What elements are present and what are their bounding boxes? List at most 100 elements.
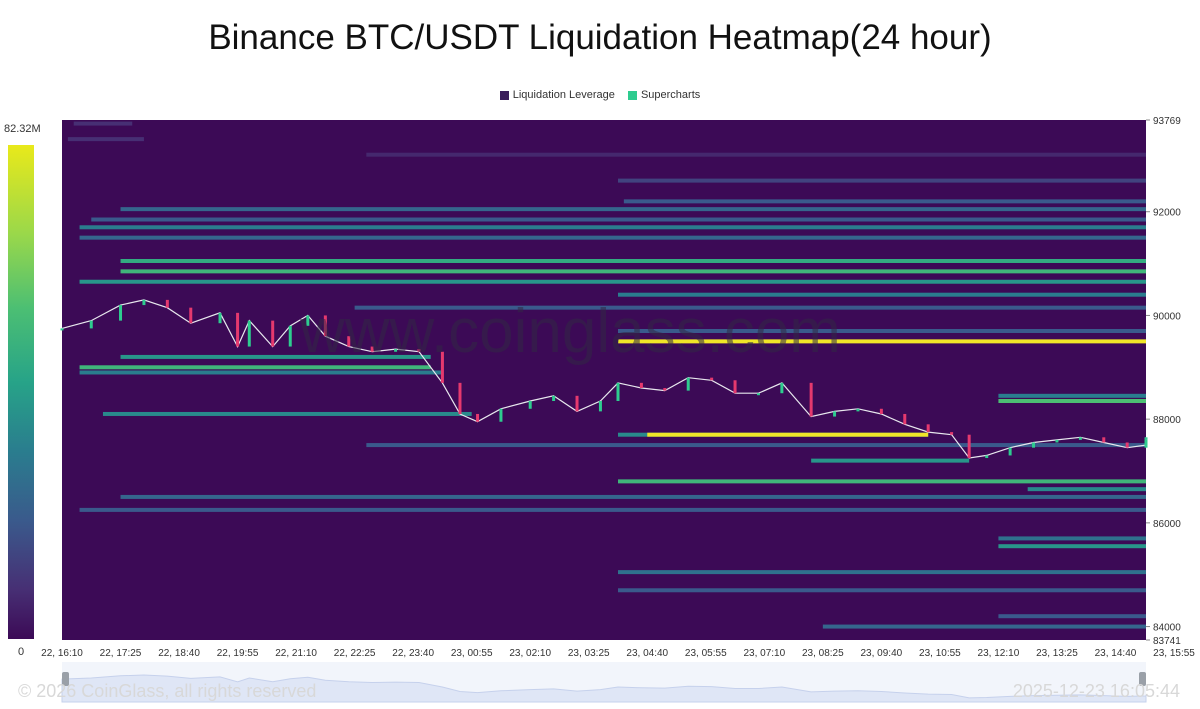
price-candle [1144,437,1148,440]
legend-swatch-liquidation-leverage [499,90,509,100]
liquidation-band [998,614,1146,619]
y-tick-label: 86000 [1153,519,1181,530]
y-tick-label: 83741 [1153,636,1181,647]
legend-label-liquidation-leverage: Liquidation Leverage [512,89,615,101]
liquidation-band [79,370,443,375]
x-tick-label: 23, 10:55 [919,648,961,659]
price-candle [440,351,444,383]
price-candle [686,377,690,391]
price-candle [528,401,532,409]
price-candle [394,349,398,352]
price-candle [89,320,93,329]
x-tick-label: 23, 08:25 [802,648,844,659]
price-candle [950,432,954,435]
price-candle [288,325,292,347]
slider-handle-left [62,672,69,686]
price-candle [985,455,989,459]
liquidation-band [1027,487,1146,492]
x-tick-label: 22, 16:10 [41,648,83,659]
price-candle [809,382,813,417]
price-candle [323,315,327,337]
price-line [61,299,1147,459]
slider-handle-right [1139,672,1146,686]
x-tick-label: 23, 07:10 [743,648,785,659]
x-tick-label: 22, 17:25 [100,648,142,659]
price-candle [218,312,222,324]
price-candle [926,424,930,433]
x-tick-label: 22, 22:25 [334,648,376,659]
price-candle [165,299,169,308]
chart-title: Binance BTC/USDT Liquidation Heatmap(24 … [208,18,992,57]
liquidation-band [79,365,431,370]
x-tick-label: 23, 05:55 [685,648,727,659]
liquidation-band [79,279,1147,284]
price-candle [476,413,480,422]
price-candle [780,382,784,394]
liquidation-band [120,258,1146,263]
price-candle [903,413,907,425]
liquidation-band [366,152,1146,157]
price-candle [1055,439,1059,443]
range-slider[interactable] [61,662,1147,703]
price-candle [967,434,971,459]
liquidation-band [120,354,431,359]
legend-swatch-supercharts [627,90,637,100]
price-candle [1144,439,1148,443]
price-candle [271,320,275,347]
x-tick-label: 23, 09:40 [861,648,903,659]
liquidation-band [79,235,1147,240]
price-candle [1032,442,1036,448]
price-candle [189,307,193,324]
liquidation-band [79,225,1147,230]
liquidation-band [120,207,1146,212]
price-candle [710,377,714,381]
price-candle [142,299,146,306]
liquidation-band [618,479,1146,484]
liquidation-band [811,458,970,463]
liquidation-band [67,137,144,142]
liquidation-band [79,507,1147,512]
price-candle [756,393,760,396]
heatmap-background [62,120,1146,640]
price-candle [119,305,123,321]
liquidation-band [618,339,1146,344]
legend-item-liquidation-leverage[interactable]: Liquidation Leverage [499,89,615,101]
y-tick-label: 84000 [1153,623,1181,634]
x-tick-label: 22, 19:55 [217,648,259,659]
liquidation-band [618,292,1146,297]
liquidation-band [998,544,1146,549]
liquidation-band [91,217,1146,222]
price-candle [663,388,667,391]
chart-legend: Liquidation Leverage Supercharts [0,89,1200,103]
colorbar [8,145,34,639]
slider-area [61,674,1147,703]
x-tick-label: 23, 02:10 [509,648,551,659]
price-candle [417,349,421,352]
liquidation-band [998,393,1146,398]
x-tick-label: 23, 15:55 [1153,648,1195,659]
liquidation-band [618,570,1146,575]
liquidation-band [998,399,1146,404]
liquidation-band [120,494,1146,499]
price-candle [306,315,310,326]
liquidation-band [618,328,1146,333]
price-candle [247,320,251,347]
x-tick-label: 22, 18:40 [158,648,200,659]
price-candle [575,395,579,412]
y-axis: 93769 92000 90000 88000 86000 84000 83741 [1146,116,1181,647]
price-candle [236,312,240,347]
price-candle [370,346,374,352]
price-candle [1144,445,1148,448]
price-candle [1078,437,1082,440]
liquidation-band [822,624,1146,629]
liquidation-band [354,305,1146,310]
liquidation-band [647,432,929,437]
colorbar-max-label: 82.32M [4,123,41,135]
x-tick-label: 23, 04:40 [626,648,668,659]
price-candle [733,380,737,394]
price-candle [347,336,351,347]
legend-item-supercharts[interactable]: Supercharts [627,89,700,101]
y-tick-label: 90000 [1153,311,1181,322]
price-candle [552,395,556,402]
